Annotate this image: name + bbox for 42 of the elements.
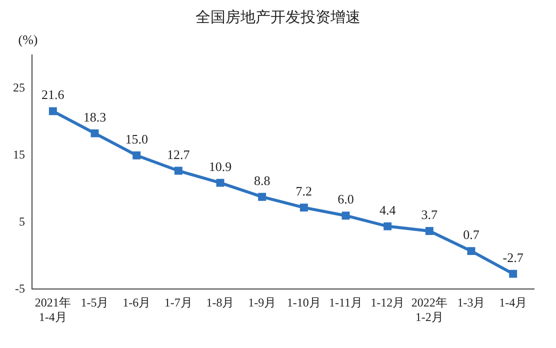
data-label: -2.7 xyxy=(502,250,524,265)
data-label: 6.0 xyxy=(338,192,354,207)
point xyxy=(258,192,266,201)
data-label: 4.4 xyxy=(379,202,396,218)
x-tick-label: 1-4月 xyxy=(499,296,528,310)
x-tick-label: 1-7月 xyxy=(164,296,192,310)
point xyxy=(132,151,141,160)
x-tick-label: 2022年 1-2月 xyxy=(411,296,448,324)
x-tick-label: 1-5月 xyxy=(80,296,109,310)
data-label: 12.7 xyxy=(167,146,190,162)
data-label: 3.7 xyxy=(421,206,438,222)
point xyxy=(384,222,392,230)
y-axis-title: (%) xyxy=(18,32,38,47)
point xyxy=(174,166,182,175)
point xyxy=(342,212,350,220)
x-tick-label: 1-8月 xyxy=(206,296,234,310)
data-label: 7.2 xyxy=(296,184,312,199)
point xyxy=(509,270,518,278)
y-tick-label: -5 xyxy=(15,281,25,296)
data-label: 8.8 xyxy=(254,172,270,188)
point xyxy=(300,204,308,212)
data-label: 10.9 xyxy=(208,158,232,174)
data-label: 15.0 xyxy=(125,131,148,146)
point xyxy=(48,107,57,116)
y-tick-label: 25 xyxy=(13,80,25,95)
x-tick-label: 1-10月 xyxy=(286,296,321,310)
chart-title: 全国房地产开发投资增速 xyxy=(194,8,362,27)
x-tick-label: 1-6月 xyxy=(122,296,151,310)
y-tick-label: 5 xyxy=(19,214,25,228)
point xyxy=(216,178,224,187)
data-label: 18.3 xyxy=(83,109,106,124)
x-tick-label: 1-12月 xyxy=(370,296,405,310)
point xyxy=(425,227,434,235)
point xyxy=(467,247,476,256)
x-tick-label: 2021年 1-4月 xyxy=(34,296,71,324)
data-label: 0.7 xyxy=(463,227,480,242)
data-label: 21.6 xyxy=(42,87,65,102)
point xyxy=(90,129,99,138)
x-tick-label: 1-3月 xyxy=(457,296,486,310)
x-tick-label: 1-11月 xyxy=(328,296,363,310)
y-tick-label: 15 xyxy=(13,148,25,162)
x-tick-label: 1-9月 xyxy=(248,296,276,310)
